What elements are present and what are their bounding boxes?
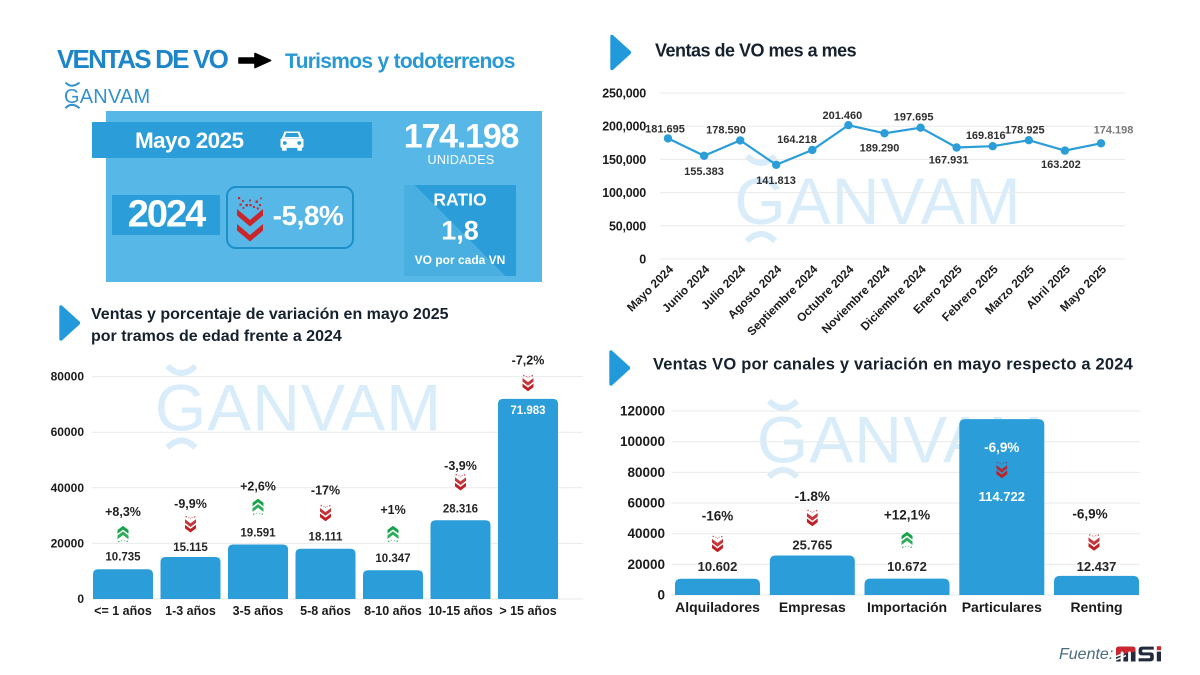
svg-text:60000: 60000 — [627, 496, 665, 511]
svg-text:20000: 20000 — [51, 536, 85, 550]
svg-text:10.602: 10.602 — [698, 559, 738, 574]
svg-text:<= 1 años: <= 1 años — [94, 604, 152, 618]
svg-text:174.198: 174.198 — [1094, 124, 1134, 136]
svg-text:10.735: 10.735 — [105, 552, 141, 564]
svg-text:80000: 80000 — [51, 370, 85, 384]
svg-text:10-15 años: 10-15 años — [428, 604, 493, 618]
svg-text:40000: 40000 — [627, 526, 665, 541]
svg-text:155.383: 155.383 — [684, 166, 724, 178]
svg-text:200,000: 200,000 — [602, 120, 646, 134]
svg-text:100000: 100000 — [620, 434, 665, 449]
svg-text:20000: 20000 — [627, 557, 665, 572]
svg-text:-6,9%: -6,9% — [984, 440, 1019, 455]
svg-text:12.437: 12.437 — [1077, 559, 1117, 574]
svg-text:Importación: Importación — [867, 599, 947, 615]
svg-text:3-5 años: 3-5 años — [233, 604, 284, 618]
svg-text:60000: 60000 — [51, 425, 85, 439]
svg-text:163.202: 163.202 — [1041, 159, 1081, 171]
svg-text:120000: 120000 — [620, 404, 665, 419]
svg-text:169.816: 169.816 — [966, 130, 1006, 142]
svg-text:10.672: 10.672 — [887, 559, 927, 574]
svg-text:25.765: 25.765 — [792, 538, 832, 553]
svg-text:28.316: 28.316 — [443, 503, 478, 515]
svg-text:-3,9%: -3,9% — [444, 459, 477, 473]
svg-text:0: 0 — [657, 588, 665, 603]
svg-text:197.695: 197.695 — [894, 112, 934, 124]
svg-text:Renting: Renting — [1070, 599, 1122, 615]
svg-text:80000: 80000 — [627, 465, 665, 480]
svg-text:71.983: 71.983 — [510, 405, 545, 417]
svg-text:178.925: 178.925 — [1005, 125, 1045, 137]
svg-text:8-10 años: 8-10 años — [364, 604, 422, 618]
svg-text:50,000: 50,000 — [609, 219, 646, 233]
svg-text:+2,6%: +2,6% — [240, 480, 276, 494]
svg-text:5-8 años: 5-8 años — [300, 604, 351, 618]
svg-text:181.695: 181.695 — [645, 123, 685, 135]
svg-text:19.591: 19.591 — [240, 528, 276, 540]
svg-text:201.460: 201.460 — [823, 110, 863, 122]
svg-text:141.813: 141.813 — [756, 175, 796, 187]
svg-text:0: 0 — [639, 253, 646, 267]
svg-text:-6,9%: -6,9% — [1072, 507, 1107, 522]
svg-text:-16%: -16% — [702, 509, 734, 524]
svg-text:10.347: 10.347 — [375, 553, 410, 565]
svg-text:-9,9%: -9,9% — [174, 497, 207, 511]
svg-text:189.290: 189.290 — [860, 142, 900, 154]
svg-text:GANVAM: GANVAM — [155, 371, 442, 445]
svg-text:164.218: 164.218 — [777, 134, 817, 146]
svg-text:-7,2%: -7,2% — [512, 354, 545, 368]
svg-text:114.722: 114.722 — [979, 489, 1025, 504]
svg-text:0: 0 — [77, 592, 84, 606]
svg-text:-1.8%: -1.8% — [795, 489, 830, 504]
svg-text:167.931: 167.931 — [929, 155, 969, 167]
svg-text:+8,3%: +8,3% — [105, 505, 141, 519]
svg-text:15.115: 15.115 — [173, 542, 208, 554]
svg-text:178.590: 178.590 — [706, 124, 746, 136]
svg-text:-17%: -17% — [311, 484, 340, 498]
svg-text:100,000: 100,000 — [602, 186, 646, 200]
svg-text:250,000: 250,000 — [602, 87, 646, 101]
svg-text:Empresas: Empresas — [779, 599, 846, 615]
svg-text:+12,1%: +12,1% — [884, 508, 930, 523]
svg-text:150,000: 150,000 — [602, 153, 646, 167]
svg-text:> 15 años: > 15 años — [499, 604, 556, 618]
svg-text:Alquiladores: Alquiladores — [675, 599, 760, 615]
svg-text:Particulares: Particulares — [962, 599, 1042, 615]
svg-text:40000: 40000 — [51, 481, 85, 495]
svg-text:18.111: 18.111 — [309, 532, 344, 544]
svg-text:1-3 años: 1-3 años — [165, 604, 216, 618]
svg-text:+1%: +1% — [380, 503, 405, 517]
